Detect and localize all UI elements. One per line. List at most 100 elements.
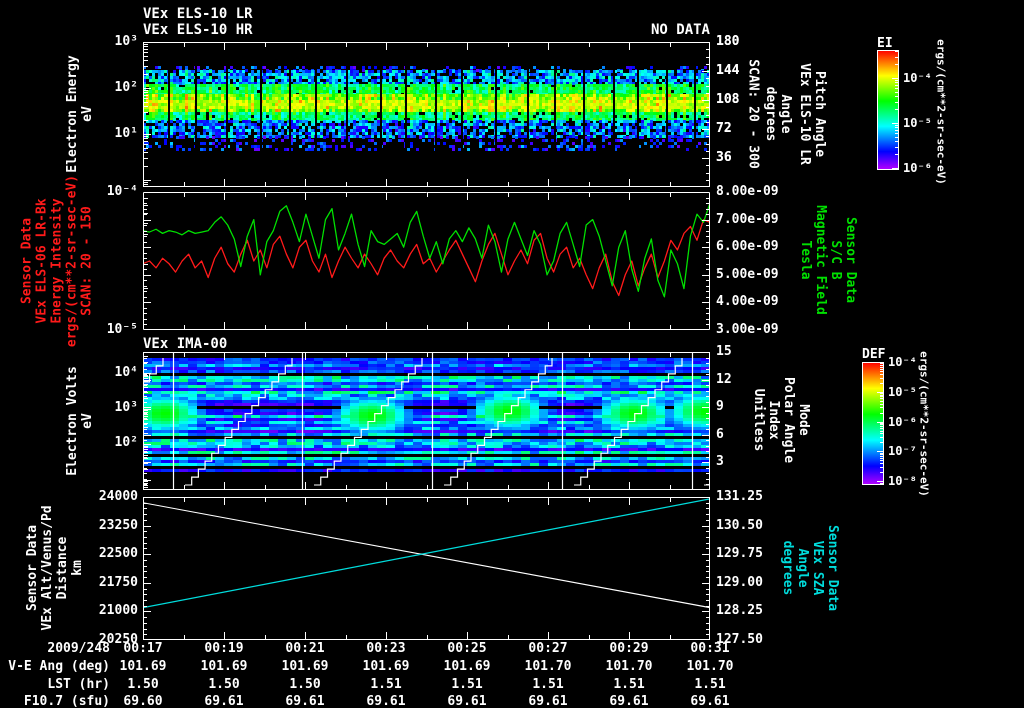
axis-tick-label: 8.00e-09 [716, 184, 779, 199]
no-data-label: NO DATA [650, 22, 710, 38]
colorbar-tick-label: 10⁻⁵ [903, 116, 932, 130]
panel3-left-axis-label: Electron Volts eV [65, 366, 95, 476]
table-cell-value: 69.61 [366, 694, 406, 708]
colorbar-tick-label: 10⁻⁶ [888, 414, 917, 429]
time-tick-label: 00:23 [366, 641, 406, 656]
axis-tick-label: 144 [716, 63, 740, 78]
time-tick-label: 00:25 [447, 641, 487, 656]
table-cell-value: 1.50 [208, 676, 240, 692]
colorbar-ei-canvas [877, 50, 899, 170]
table-cell-value: 69.61 [528, 694, 568, 708]
table-row-label: F10.7 (sfu) [23, 694, 110, 708]
time-tick-label: 00:29 [609, 641, 649, 656]
axis-tick-label: 10⁻⁴ [106, 184, 138, 199]
plot-title-line1: VEx ELS-10 LR [143, 6, 253, 22]
plot-title-line2: VEx ELS-10 HR [143, 22, 253, 38]
table-cell-value: 1.51 [613, 676, 645, 692]
colorbar-tick-label: 10⁻⁷ [888, 444, 917, 459]
axis-tick-label: 10⁴ [114, 365, 138, 380]
axis-tick-label: 72 [716, 121, 732, 136]
spectrogram-ima00-canvas [143, 352, 710, 490]
time-tick-label: 00:21 [285, 641, 325, 656]
axis-tick-label: 24000 [98, 489, 138, 504]
table-cell-value: 101.69 [119, 659, 167, 674]
table-cell-value: 69.61 [690, 694, 730, 708]
axis-tick-label: 36 [716, 150, 732, 165]
table-cell-value: 101.69 [200, 659, 248, 674]
colorbar2-unit-label: ergs/(cm**2-sr-sec-eV) [917, 351, 931, 497]
time-tick-label: 00:19 [204, 641, 244, 656]
axis-tick-label: 108 [716, 92, 740, 107]
axis-tick-label: 3.00e-09 [716, 322, 779, 337]
axis-tick-label: 6.00e-09 [716, 239, 779, 255]
table-cell-value: 69.61 [285, 694, 325, 708]
colorbar-tick-label: 10⁻⁶ [903, 161, 932, 175]
axis-tick-label: 108 [716, 92, 740, 107]
axis-tick-label: 36 [716, 150, 732, 165]
axis-tick-label: 10³ [114, 400, 138, 415]
colorbar-def-canvas [862, 362, 884, 485]
axis-tick-label: 4.00e-09 [716, 294, 779, 310]
table-cell-value: 101.70 [686, 659, 734, 674]
panel1-right-axis-label-scan: SCAN: 20 - 300 [745, 59, 761, 169]
axis-tick-label: 6 [716, 426, 724, 442]
panel2-left-axis-label: Sensor Data VEx ELS-06 LR-Bk Energy Inte… [19, 174, 95, 348]
axis-tick-label: 20250 [98, 632, 138, 647]
panel3-title: VEx IMA-00 [143, 336, 228, 352]
table-row-label: V-E Ang (deg) [8, 659, 110, 674]
table-cell-value: 69.61 [609, 694, 649, 708]
time-tick-label: 00:27 [528, 641, 568, 656]
panel1-right-axis-label-outer: Pitch Angle VEx ELS-10 LR [797, 63, 827, 165]
axis-tick-label: 5.00e-09 [716, 266, 779, 282]
table-cell-value: 101.70 [524, 659, 572, 674]
colorbar-tick-label: 10⁻⁴ [903, 71, 932, 85]
colorbar-tick-label: 10⁻⁵ [888, 384, 917, 399]
axis-tick-label: 130.50 [716, 517, 763, 533]
axis-tick-label: 10⁻⁵ [106, 322, 138, 337]
lineplot-intensity-bfield-canvas [143, 192, 710, 330]
table-cell-value: 1.51 [694, 676, 726, 692]
table-cell-value: 69.61 [447, 694, 487, 708]
table-cell-value: 101.69 [443, 659, 491, 674]
table-cell-value: 101.69 [362, 659, 410, 674]
axis-tick-label: 15 [716, 344, 732, 359]
table-cell-value: 69.61 [204, 694, 244, 708]
colorbar1-label: EI [877, 36, 893, 51]
table-cell-value: 101.70 [605, 659, 653, 674]
axis-tick-label: 180 [716, 34, 740, 49]
axis-tick-label: 129.75 [716, 546, 763, 562]
time-tick-label: 00:17 [123, 641, 163, 656]
axis-tick-label: 131.25 [716, 489, 763, 504]
date-label: 2009/248 [47, 641, 110, 656]
table-cell-value: 101.69 [281, 659, 329, 674]
colorbar-tick-label: 10⁻⁸ [888, 474, 917, 489]
axis-tick-label: 127.50 [716, 632, 763, 647]
spectrogram-els10hr-canvas [143, 42, 710, 187]
panel1-left-axis-label: Electron Energy eV [65, 55, 95, 173]
axis-tick-label: 144 [716, 63, 740, 78]
axis-tick-label: 21750 [98, 574, 138, 590]
axis-tick-label: 22500 [98, 546, 138, 562]
axis-tick-label: 72 [716, 121, 732, 136]
axis-tick-label: 180 [716, 34, 740, 49]
panel1-right-axis-label-mid: Angle degrees [763, 86, 793, 142]
axis-tick-label: 128.25 [716, 603, 763, 619]
panel2-right-axis-label: Sensor Data S/C B Magnetic Field Tesla [798, 205, 858, 315]
table-cell-value: 1.51 [451, 676, 483, 692]
table-cell-value: 1.51 [370, 676, 402, 692]
table-cell-value: 1.50 [289, 676, 321, 692]
table-row-label: LST (hr) [47, 676, 110, 692]
axis-tick-label: 9 [716, 399, 724, 415]
panel4-left-axis-label: Sensor Data VEx Alt/Venus/Pd Distance km [25, 505, 85, 631]
axis-tick-label: 3 [716, 454, 724, 470]
colorbar2-label: DEF [862, 347, 886, 362]
axis-tick-label: 10² [114, 80, 138, 95]
table-cell-value: 1.51 [532, 676, 564, 692]
axis-tick-label: 12 [716, 371, 732, 387]
axis-tick-label: 23250 [98, 517, 138, 533]
axis-tick-label: 10³ [114, 34, 138, 49]
axis-tick-label: 129.00 [716, 574, 763, 590]
table-cell-value: 1.50 [127, 676, 159, 692]
lineplot-altitude-sza-canvas [143, 497, 710, 640]
